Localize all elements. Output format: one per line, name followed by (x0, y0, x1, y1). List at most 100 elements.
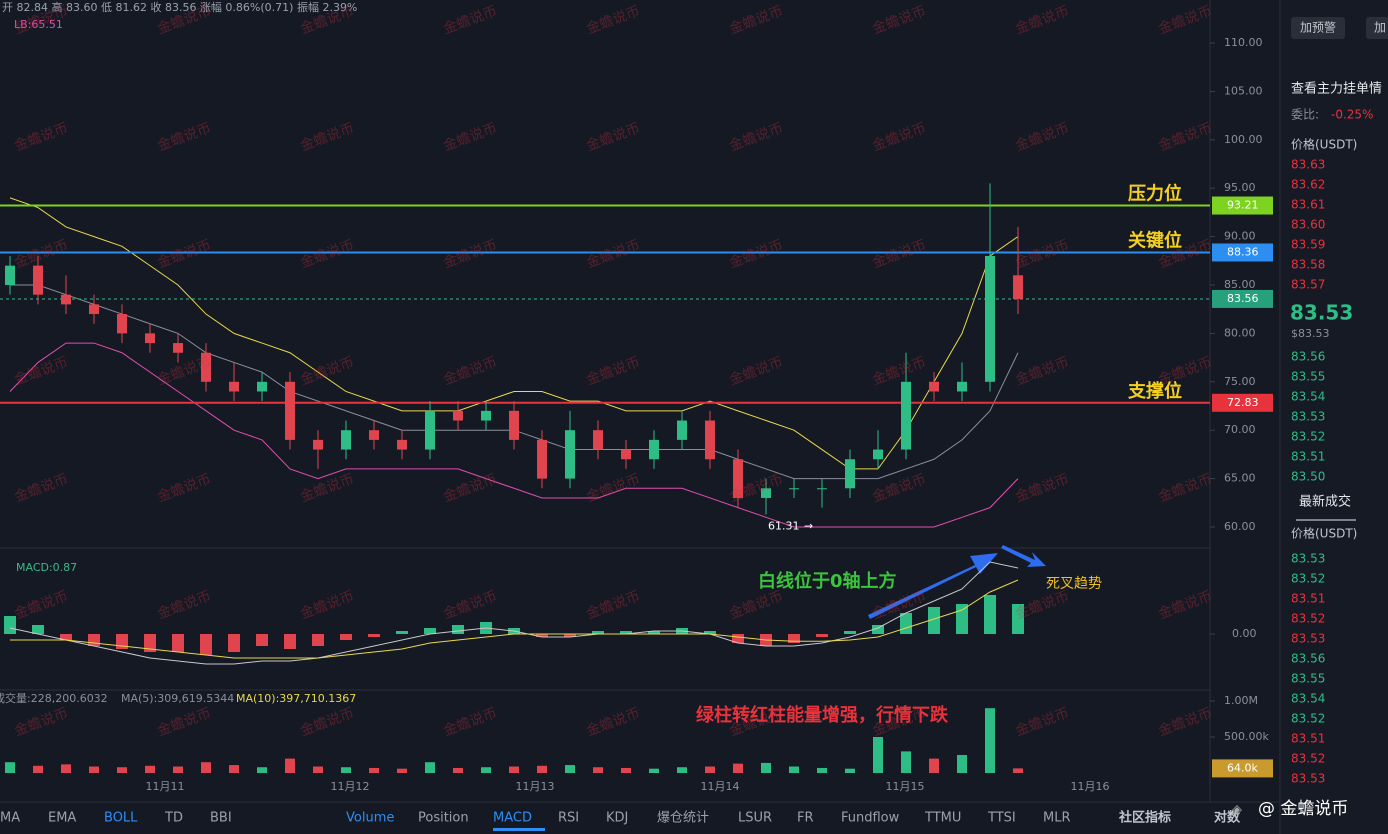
bid-price: 83.52 (1291, 430, 1325, 444)
candle-body (621, 449, 631, 460)
macd-bar (172, 634, 184, 652)
macd-bar (564, 634, 576, 637)
bid-price: 83.50 (1291, 470, 1325, 484)
bid-price: 83.51 (1291, 450, 1325, 464)
low-arrow: → (804, 519, 813, 532)
ask-price: 83.57 (1291, 278, 1325, 292)
volume-bar (173, 766, 183, 773)
volume-bar (733, 763, 743, 773)
ask-price: 83.60 (1291, 218, 1325, 232)
button-label[interactable]: 加预警 (1300, 20, 1336, 35)
toolbar-tab[interactable]: KDJ (606, 811, 628, 826)
macd-bar (648, 631, 660, 634)
macd-bar (732, 634, 744, 643)
button[interactable] (1366, 17, 1388, 39)
toolbar-tab[interactable]: TD (164, 811, 183, 826)
candle-body (145, 333, 155, 344)
macd-bar (872, 625, 884, 634)
candle-body (705, 420, 715, 460)
level-label: 支撑位 (1127, 380, 1182, 402)
toolbar-tab[interactable]: 爆仓统计 (657, 811, 709, 826)
toolbar-tab[interactable]: FR (797, 811, 814, 826)
macd-bar (340, 634, 352, 640)
candle-body (789, 488, 799, 490)
candle-body (425, 410, 435, 450)
volume-bar (929, 758, 939, 773)
toolbar-tab[interactable]: Position (418, 811, 469, 826)
bid-price: 83.56 (1291, 350, 1325, 364)
candle-body (397, 439, 407, 450)
volume-bar (705, 766, 715, 773)
toolbar-tab[interactable]: TTMU (924, 811, 961, 826)
y-tick-label: 60.00 (1224, 520, 1256, 533)
toolbar-tab[interactable]: BOLL (104, 811, 138, 826)
toolbar-tab[interactable]: Fundflow (841, 811, 900, 826)
candle-body (117, 314, 127, 334)
toolbar-tab[interactable]: LSUR (738, 811, 772, 826)
macd-bar (592, 631, 604, 634)
annotation: 白线位于0轴上方 (758, 570, 897, 592)
trade-price: 83.56 (1291, 652, 1325, 666)
level-value: 72.83 (1227, 396, 1259, 409)
candle-body (481, 410, 491, 421)
trade-price: 83.51 (1291, 732, 1325, 746)
trades-title: 最新成交 (1299, 494, 1351, 510)
macd-line (9, 561, 1019, 665)
candle-body (313, 439, 323, 450)
candle-body (453, 410, 463, 421)
arrow (868, 553, 998, 619)
toolbar-tab[interactable]: MLR (1043, 811, 1071, 826)
x-tick-label: 11月11 (146, 780, 185, 793)
toolbar-tab[interactable]: MA (0, 811, 20, 826)
candle-body (369, 430, 379, 440)
macd-bar (816, 634, 828, 637)
trade-price: 83.53 (1291, 552, 1325, 566)
volume-bar (425, 762, 435, 773)
candle-body (1013, 275, 1023, 299)
ask-price: 83.61 (1291, 198, 1325, 212)
panel-title[interactable]: 查看主力挂单情 (1291, 81, 1382, 97)
toolbar-tab[interactable]: RSI (558, 811, 579, 826)
ratio-label: 委比: (1291, 108, 1319, 122)
toolbar-tab[interactable]: BBI (210, 811, 232, 826)
candle-body (901, 381, 911, 450)
toolbar-tab[interactable]: 社区指标 (1118, 810, 1171, 826)
volume-bar (61, 764, 71, 773)
last-usd: $83.53 (1291, 327, 1330, 340)
toolbar-tab[interactable]: EMA (48, 811, 76, 826)
annotation: 死叉趋势 (1046, 576, 1102, 592)
candle-body (677, 420, 687, 440)
volume-bar (621, 767, 631, 773)
current-price-tag (1212, 289, 1273, 308)
trade-price: 83.53 (1291, 772, 1325, 786)
candle-body (649, 439, 659, 460)
volume-bar (565, 765, 575, 773)
trade-price: 83.54 (1291, 692, 1325, 706)
volume-ma5: MA(5):309,619.5344 (121, 692, 234, 705)
y-tick-label: 90.00 (1224, 230, 1256, 243)
toolbar-tab[interactable]: 对数 (1214, 810, 1241, 826)
level-tag (1212, 196, 1273, 215)
toolbar-tab[interactable]: MACD (493, 811, 532, 826)
volume-bar (845, 768, 855, 773)
volume-bar (145, 765, 155, 773)
toolbar-tab[interactable]: Volume (346, 811, 394, 826)
button-label[interactable]: 加 (1374, 21, 1386, 35)
x-tick-label: 11月12 (331, 780, 370, 793)
candle-body (61, 294, 71, 305)
volume-bar (985, 708, 995, 773)
volume-bar (1013, 768, 1023, 773)
button[interactable] (1291, 17, 1345, 39)
candle-body (929, 381, 939, 392)
macd-bar (844, 631, 856, 634)
macd-bar (32, 625, 44, 634)
macd-bar (144, 634, 156, 652)
macd-bar (452, 625, 464, 634)
volume-bar (313, 766, 323, 773)
y-tick-label: 75.00 (1224, 375, 1256, 388)
volume-bar (33, 765, 43, 773)
candle-body (89, 304, 99, 315)
trade-price: 83.52 (1291, 712, 1325, 726)
toolbar-tab[interactable]: TTSI (987, 811, 1016, 826)
macd-bar (284, 634, 296, 649)
